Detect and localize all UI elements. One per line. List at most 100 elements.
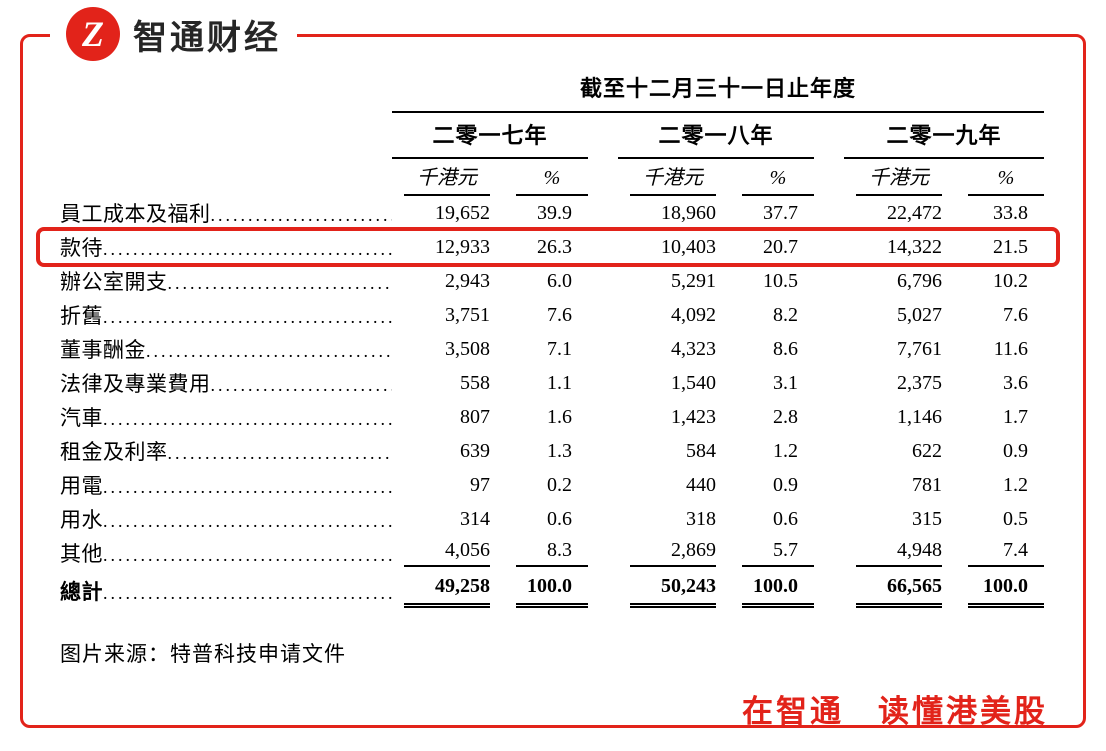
cell-2018-percent: 2.8 bbox=[773, 405, 798, 428]
cell-2018-percent: 5.7 bbox=[722, 536, 814, 570]
cell-2019-percent: 10.2 bbox=[993, 269, 1029, 292]
total-2019-percent: 100.0 bbox=[948, 570, 1045, 612]
table-row: 用電 97 0.2 440 0.9 781 1.2 bbox=[60, 468, 1044, 502]
spacer bbox=[814, 468, 844, 502]
subheader-amount: 千港元 bbox=[404, 161, 490, 196]
spacer bbox=[588, 536, 618, 570]
brand-logo-text: 智通财经 bbox=[133, 18, 281, 57]
spacer bbox=[588, 570, 618, 612]
row-label: 折舊 bbox=[60, 304, 103, 328]
cell-2017-amount: 97 bbox=[470, 473, 490, 496]
year-header-2018: 二零一八年 bbox=[618, 112, 814, 159]
cell-2019-amount: 5,027 bbox=[897, 303, 942, 326]
cell-2019-percent: 0.5 bbox=[1003, 507, 1029, 530]
cell-2017-amount: 3,508 bbox=[445, 337, 490, 360]
cell-2017-percent: 6.0 bbox=[547, 269, 572, 292]
cell-2018-percent: 0.6 bbox=[773, 507, 798, 530]
cell-2017-percent: 8.3 bbox=[496, 536, 588, 570]
cell-2017-percent: 1.6 bbox=[547, 405, 572, 428]
dot-leader bbox=[103, 583, 392, 604]
spacer bbox=[814, 230, 844, 264]
cell-2018-amount: 10,403 bbox=[661, 235, 716, 258]
spacer bbox=[588, 468, 618, 502]
cell-2018-percent: 0.9 bbox=[773, 473, 798, 496]
cell-2018-amount: 2,869 bbox=[618, 536, 722, 570]
total-2019-amount: 66,565 bbox=[844, 570, 948, 612]
row-label: 款待 bbox=[60, 236, 103, 260]
row-label: 法律及專業費用 bbox=[60, 372, 211, 396]
table-row: 汽車 807 1.6 1,423 2.8 1,146 1.7 bbox=[60, 400, 1044, 434]
cell-2017-amount: 558 bbox=[460, 371, 490, 394]
cell-2019-amount: 22,472 bbox=[887, 201, 942, 224]
cell-2019-amount: 622 bbox=[912, 439, 942, 462]
cell-2017-percent: 1.3 bbox=[547, 439, 572, 462]
cell-2018-amount: 584 bbox=[686, 439, 716, 462]
cell-2019-percent: 3.6 bbox=[1003, 371, 1029, 394]
brand-logo-icon: Z bbox=[66, 7, 120, 61]
spacer bbox=[588, 158, 618, 196]
table-row: 辦公室開支 2,943 6.0 5,291 10.5 6,796 10.2 bbox=[60, 264, 1044, 298]
cell-2017-amount: 2,943 bbox=[445, 269, 490, 292]
cell-2019-amount: 315 bbox=[912, 507, 942, 530]
financial-table: 截至十二月三十一日止年度 二零一七年 二零一八年 二零一九年 千港元 % 千港元… bbox=[60, 68, 1045, 612]
cell-2018-amount: 5,291 bbox=[671, 269, 716, 292]
cell-2017-percent: 26.3 bbox=[537, 235, 572, 258]
total-2018-percent: 100.0 bbox=[722, 570, 814, 612]
dot-leader bbox=[168, 443, 393, 464]
subheader-row: 千港元 % 千港元 % 千港元 % bbox=[60, 158, 1045, 196]
dot-leader bbox=[103, 239, 392, 260]
cell-2019-percent: 0.9 bbox=[1003, 439, 1029, 462]
cell-2019-amount: 2,375 bbox=[897, 371, 942, 394]
spacer bbox=[588, 230, 618, 264]
cell-2018-percent: 37.7 bbox=[763, 201, 798, 224]
table-row: 其他 4,056 8.3 2,869 5.7 4,948 7.4 bbox=[60, 536, 1045, 570]
spacer bbox=[814, 158, 844, 196]
table-row: 董事酬金 3,508 7.1 4,323 8.6 7,761 11.6 bbox=[60, 332, 1044, 366]
cell-2019-percent: 1.2 bbox=[1003, 473, 1029, 496]
spacer bbox=[588, 112, 618, 158]
cell-2017-amount: 4,056 bbox=[392, 536, 496, 570]
dot-leader bbox=[211, 375, 393, 396]
spacer bbox=[814, 298, 844, 332]
row-label: 租金及利率 bbox=[60, 440, 168, 464]
row-label: 用電 bbox=[60, 474, 103, 498]
table-title-row: 截至十二月三十一日止年度 bbox=[60, 68, 1045, 113]
total-2017-amount: 49,258 bbox=[392, 570, 496, 612]
spacer bbox=[814, 570, 844, 612]
cell-2019-amount: 7,761 bbox=[897, 337, 942, 360]
cell-2017-percent: 7.1 bbox=[547, 337, 572, 360]
cell-2017-amount: 639 bbox=[460, 439, 490, 462]
spacer bbox=[588, 366, 618, 400]
table-row: 用水 314 0.6 318 0.6 315 0.5 bbox=[60, 502, 1044, 536]
cell-2017-amount: 807 bbox=[460, 405, 490, 428]
cell-2019-amount: 1,146 bbox=[897, 405, 942, 428]
cell-2018-amount: 1,423 bbox=[671, 405, 716, 428]
dot-leader bbox=[103, 409, 392, 430]
total-label: 總計 bbox=[60, 580, 103, 604]
row-label: 董事酬金 bbox=[60, 338, 146, 362]
brand-slogan: 在智通 读懂港美股 bbox=[742, 694, 1048, 729]
dot-leader bbox=[103, 511, 392, 532]
cell-2019-amount: 14,322 bbox=[887, 235, 942, 258]
expenses-table: 截至十二月三十一日止年度 二零一七年 二零一八年 二零一九年 千港元 % 千港元… bbox=[60, 68, 1045, 612]
dot-leader bbox=[103, 477, 392, 498]
row-label: 汽車 bbox=[60, 406, 103, 430]
cell-2017-amount: 314 bbox=[460, 507, 490, 530]
table-row: 員工成本及福利 19,652 39.9 18,960 37.7 22,472 3… bbox=[60, 196, 1044, 230]
row-label: 其他 bbox=[60, 542, 103, 566]
cell-2018-amount: 4,323 bbox=[671, 337, 716, 360]
spacer bbox=[814, 536, 844, 570]
total-2018-amount: 50,243 bbox=[618, 570, 722, 612]
table-title: 截至十二月三十一日止年度 bbox=[392, 68, 1045, 113]
dot-leader bbox=[103, 307, 392, 328]
cell-2018-percent: 10.5 bbox=[763, 269, 798, 292]
cell-2018-amount: 1,540 bbox=[671, 371, 716, 394]
year-header-row: 二零一七年 二零一八年 二零一九年 bbox=[60, 112, 1045, 159]
table-row-highlighted: 款待 12,933 26.3 10,403 20.7 14,322 21.5 bbox=[60, 230, 1044, 264]
spacer bbox=[814, 264, 844, 298]
cell-2017-percent: 0.2 bbox=[547, 473, 572, 496]
subheader-percent: % bbox=[968, 167, 1045, 196]
cell-2018-amount: 318 bbox=[686, 507, 716, 530]
spacer bbox=[588, 264, 618, 298]
cell-2019-percent: 11.6 bbox=[993, 337, 1029, 360]
